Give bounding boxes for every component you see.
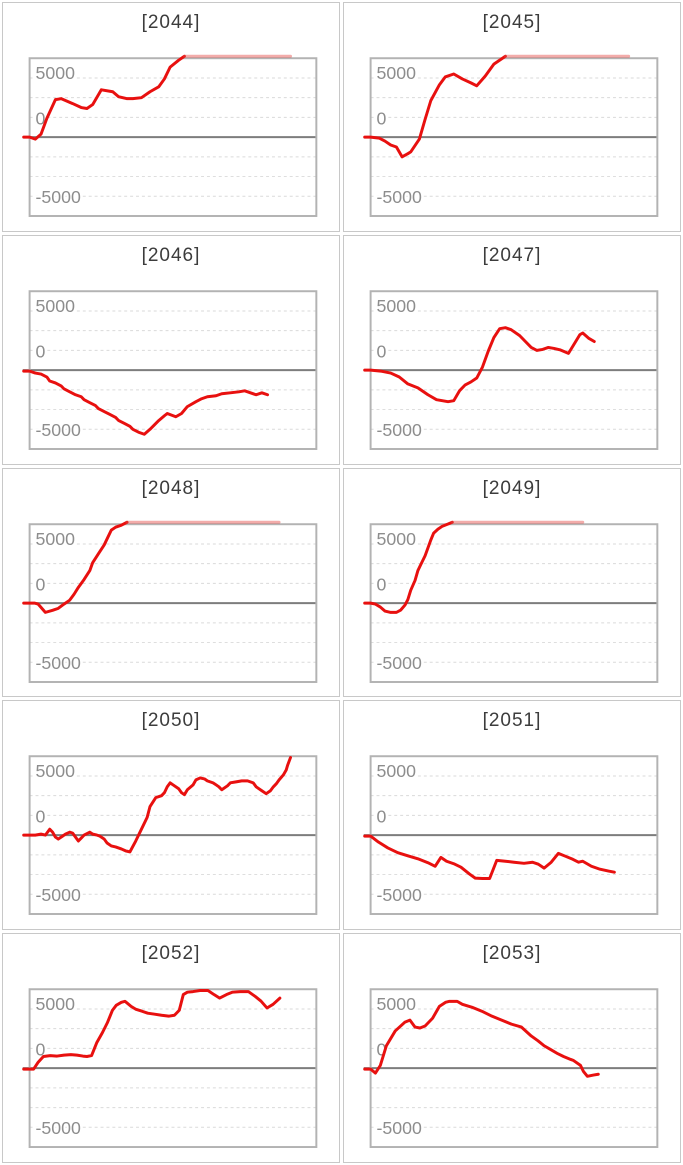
slump-line bbox=[22, 756, 292, 854]
slump-line bbox=[22, 520, 129, 614]
chart-title: [2045] bbox=[482, 12, 542, 33]
slump-line bbox=[363, 54, 507, 159]
slump-graph: 5000 0 -5000 bbox=[22, 520, 318, 683]
slump-line bbox=[363, 1000, 600, 1078]
chart-card-3[interactable]: [2046] 5000 0 -5000 bbox=[2, 234, 340, 465]
y-tick-label: 5000 bbox=[36, 761, 76, 781]
slump-line bbox=[363, 326, 596, 403]
chart-card-6[interactable]: [2049] 5000 0 -5000 bbox=[343, 467, 681, 698]
chart-title: [2053] bbox=[482, 943, 542, 965]
slump-graph: 5000 0 -5000 bbox=[363, 988, 659, 1149]
chart-card-10[interactable]: [2053] 5000 0 -5000 bbox=[343, 933, 681, 1163]
chart-title: [2048] bbox=[141, 477, 201, 499]
chart-title: [2050] bbox=[141, 710, 201, 732]
y-tick-label: -5000 bbox=[377, 886, 422, 906]
chart-card-4[interactable]: [2047] 5000 0 -5000 bbox=[343, 234, 681, 465]
y-tick-label: -5000 bbox=[377, 1118, 422, 1138]
y-tick-label: 5000 bbox=[377, 994, 417, 1014]
chart-title: [2051] bbox=[482, 710, 542, 732]
chart-card-8[interactable]: [2051] 5000 0 -5000 bbox=[343, 700, 681, 931]
y-tick-label: -5000 bbox=[36, 886, 81, 906]
slump-graph: 5000 0 -5000 bbox=[363, 54, 659, 217]
y-tick-label: 0 bbox=[36, 341, 46, 361]
chart-title: [2046] bbox=[141, 244, 201, 266]
y-tick-label: -5000 bbox=[377, 187, 422, 207]
y-tick-label: -5000 bbox=[36, 653, 81, 673]
y-tick-label: 0 bbox=[377, 341, 387, 361]
y-tick-label: -5000 bbox=[36, 1118, 81, 1138]
slump-graph: 5000 0 -5000 bbox=[363, 520, 659, 683]
y-tick-label: -5000 bbox=[36, 420, 81, 440]
y-tick-label: 5000 bbox=[377, 761, 417, 781]
y-tick-label: 5000 bbox=[36, 63, 76, 83]
chart-card-7[interactable]: [2050] 5000 0 -5000 bbox=[2, 700, 340, 931]
slump-line bbox=[363, 520, 454, 614]
y-tick-label: 5000 bbox=[36, 296, 76, 316]
slump-line bbox=[22, 54, 186, 141]
slump-graph: 5000 0 -5000 bbox=[363, 755, 659, 916]
y-tick-label: 5000 bbox=[377, 63, 417, 83]
y-tick-label: 5000 bbox=[36, 529, 76, 549]
y-tick-label: 0 bbox=[377, 108, 387, 128]
chart-card-2[interactable]: [2045] 5000 0 -5000 bbox=[343, 2, 681, 232]
y-tick-label: -5000 bbox=[36, 187, 81, 207]
chart-card-1[interactable]: [2044] 5000 0 -5000 bbox=[2, 2, 340, 232]
y-tick-label: 0 bbox=[377, 574, 387, 594]
y-tick-label: 0 bbox=[377, 1039, 387, 1059]
slump-line bbox=[22, 989, 282, 1071]
y-tick-label: -5000 bbox=[377, 420, 422, 440]
slump-graph: 5000 0 -5000 bbox=[363, 290, 659, 450]
slump-line bbox=[22, 369, 270, 436]
slump-graph: 5000 0 -5000 bbox=[22, 290, 318, 450]
chart-title: [2049] bbox=[482, 477, 542, 499]
y-tick-label: 5000 bbox=[377, 529, 417, 549]
y-tick-label: 0 bbox=[377, 807, 387, 827]
y-tick-label: 0 bbox=[36, 807, 46, 827]
chart-card-5[interactable]: [2048] 5000 0 -5000 bbox=[2, 467, 340, 698]
y-tick-label: -5000 bbox=[377, 653, 422, 673]
chart-title: [2044] bbox=[141, 12, 201, 33]
chart-title: [2052] bbox=[141, 943, 201, 965]
chart-card-9[interactable]: [2052] 5000 0 -5000 bbox=[2, 933, 340, 1163]
y-tick-label: 5000 bbox=[377, 296, 417, 316]
chart-title: [2047] bbox=[482, 244, 542, 266]
slump-graph: 5000 0 -5000 bbox=[22, 755, 318, 916]
y-tick-label: 0 bbox=[36, 574, 46, 594]
y-tick-label: 5000 bbox=[36, 994, 76, 1014]
slump-line bbox=[363, 835, 616, 881]
